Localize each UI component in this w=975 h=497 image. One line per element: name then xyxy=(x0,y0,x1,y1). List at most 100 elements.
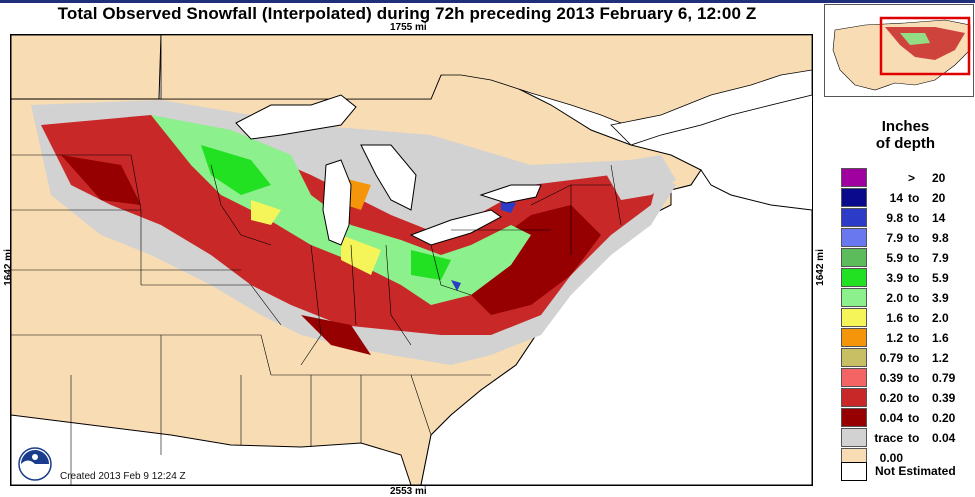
legend-separator: to xyxy=(908,271,920,285)
legend-separator: to xyxy=(908,331,920,345)
border-line xyxy=(210,164,272,246)
legend-row: 1.6 to 2.0 xyxy=(841,308,975,328)
legend-separator: > xyxy=(908,171,916,185)
noaa-logo-icon xyxy=(18,447,52,481)
great-lakes xyxy=(235,94,542,246)
legend-row: 5.9 to 7.9 xyxy=(841,248,975,268)
legend-low-value: 0.20 xyxy=(879,391,903,405)
legend-low-value: 0.04 xyxy=(879,411,903,425)
legend-swatch xyxy=(841,288,867,307)
legend-title-line2: of depth xyxy=(875,135,936,152)
border-line xyxy=(410,374,432,436)
legend-swatch xyxy=(841,188,867,207)
legend-high-value: 9.8 xyxy=(932,231,949,245)
legend-row: 0.04 to 0.20 xyxy=(841,408,975,428)
legend-swatch xyxy=(841,368,867,387)
legend-separator: to xyxy=(908,391,920,405)
legend-low-value: 14 xyxy=(889,191,903,205)
legend-separator: to xyxy=(908,231,920,245)
top-distance-label: 1755 mi xyxy=(390,22,427,33)
lake-michigan xyxy=(322,159,352,246)
legend-swatch xyxy=(841,428,867,447)
legend-high-value: 14 xyxy=(932,211,946,225)
legend-separator: to xyxy=(908,291,920,305)
legend-low-value: 0.79 xyxy=(879,351,903,365)
state-borders xyxy=(11,154,622,485)
border-line xyxy=(11,334,272,376)
legend-row: 1.2 to 1.6 xyxy=(841,328,975,348)
legend-separator: to xyxy=(908,431,920,445)
lake-superior xyxy=(235,94,357,140)
legend-separator: to xyxy=(908,211,920,225)
legend-row: 2.0 to 3.9 xyxy=(841,288,975,308)
legend-row: 7.9 to 9.8 xyxy=(841,228,975,248)
legend-high-value: 3.9 xyxy=(932,291,949,305)
legend-low-value: 9.8 xyxy=(886,211,903,225)
overview-inset-map[interactable] xyxy=(824,4,974,97)
not-estimated-label: Not Estimated xyxy=(875,464,956,478)
legend-high-value: 7.9 xyxy=(932,251,949,265)
inset-map-canvas xyxy=(832,16,971,91)
legend-title-line1: Inches xyxy=(881,118,930,135)
legend-low-value: 3.9 xyxy=(886,271,903,285)
legend-swatch xyxy=(841,208,867,227)
inset-focus-box xyxy=(879,16,971,76)
legend-high-value: 1.6 xyxy=(932,331,949,345)
border-line xyxy=(430,244,472,296)
legend-low-value: trace xyxy=(874,431,903,445)
legend-separator: to xyxy=(908,251,920,265)
legend-swatch xyxy=(841,228,867,247)
not-estimated-swatch xyxy=(841,462,867,481)
legend-row: 0.00 xyxy=(841,448,975,468)
snowfall-cover xyxy=(31,100,676,365)
inset-snow-trace xyxy=(900,33,930,45)
bright-green-region xyxy=(201,145,451,280)
legend-separator: to xyxy=(908,311,920,325)
legend-low-value: 1.2 xyxy=(886,331,903,345)
map-title: Total Observed Snowfall (Interpolated) d… xyxy=(57,4,757,23)
legend-row: 3.9 to 5.9 xyxy=(841,268,975,288)
legend-low-value: 2.0 xyxy=(886,291,903,305)
blue-spot xyxy=(451,200,516,291)
border-line xyxy=(300,244,322,366)
legend-low-value: 5.9 xyxy=(886,251,903,265)
legend-high-value: 20 xyxy=(932,171,946,185)
snowfall-map[interactable] xyxy=(10,34,813,486)
legend-high-value: 20 xyxy=(932,191,946,205)
legend-low-value: 1.6 xyxy=(886,311,903,325)
gulf-of-mexico xyxy=(11,414,412,485)
legend-low-value: 0.00 xyxy=(879,451,903,465)
legend-row: >20 xyxy=(841,168,975,188)
legend-low-value: 0.39 xyxy=(879,371,903,385)
legend-high-value: 2.0 xyxy=(932,311,949,325)
legend-separator: to xyxy=(908,351,920,365)
legend-separator: to xyxy=(908,411,920,425)
legend-high-value: 1.2 xyxy=(932,351,949,365)
legend-swatch xyxy=(841,268,867,287)
lake-ontario xyxy=(479,184,542,204)
legend-swatch xyxy=(841,168,867,187)
legend-row: trace to 0.04 xyxy=(841,428,975,448)
legend-swatch xyxy=(841,328,867,347)
legend-high-value: 0.20 xyxy=(932,411,956,425)
border-line xyxy=(385,244,412,346)
legend-swatch xyxy=(841,348,867,367)
border-line xyxy=(11,154,142,285)
legend-swatch xyxy=(841,388,867,407)
legend-swatch xyxy=(841,248,867,267)
legend-row: 0.20 to 0.39 xyxy=(841,388,975,408)
legend-high-value: 0.04 xyxy=(932,431,956,445)
created-timestamp: Created 2013 Feb 9 12:24 Z xyxy=(60,471,186,482)
new-england-trace xyxy=(601,155,676,200)
legend-high-value: 5.9 xyxy=(932,271,949,285)
legend-row: 9.8 to 14 xyxy=(841,208,975,228)
legend-high-value: 0.39 xyxy=(932,391,956,405)
bottom-distance-label: 2553 mi xyxy=(390,486,427,497)
legend-separator: to xyxy=(908,191,920,205)
legend-swatch xyxy=(841,408,867,427)
lake-huron xyxy=(360,144,417,211)
snowfall-map-canvas xyxy=(11,35,812,485)
legend: >20 14 to 20 9.8 to 14 7.9 to 9.8 5.9 to 7.9 3.9 to 5.9… xyxy=(841,168,975,468)
atlantic-ocean xyxy=(420,169,812,485)
legend-swatch xyxy=(841,308,867,327)
